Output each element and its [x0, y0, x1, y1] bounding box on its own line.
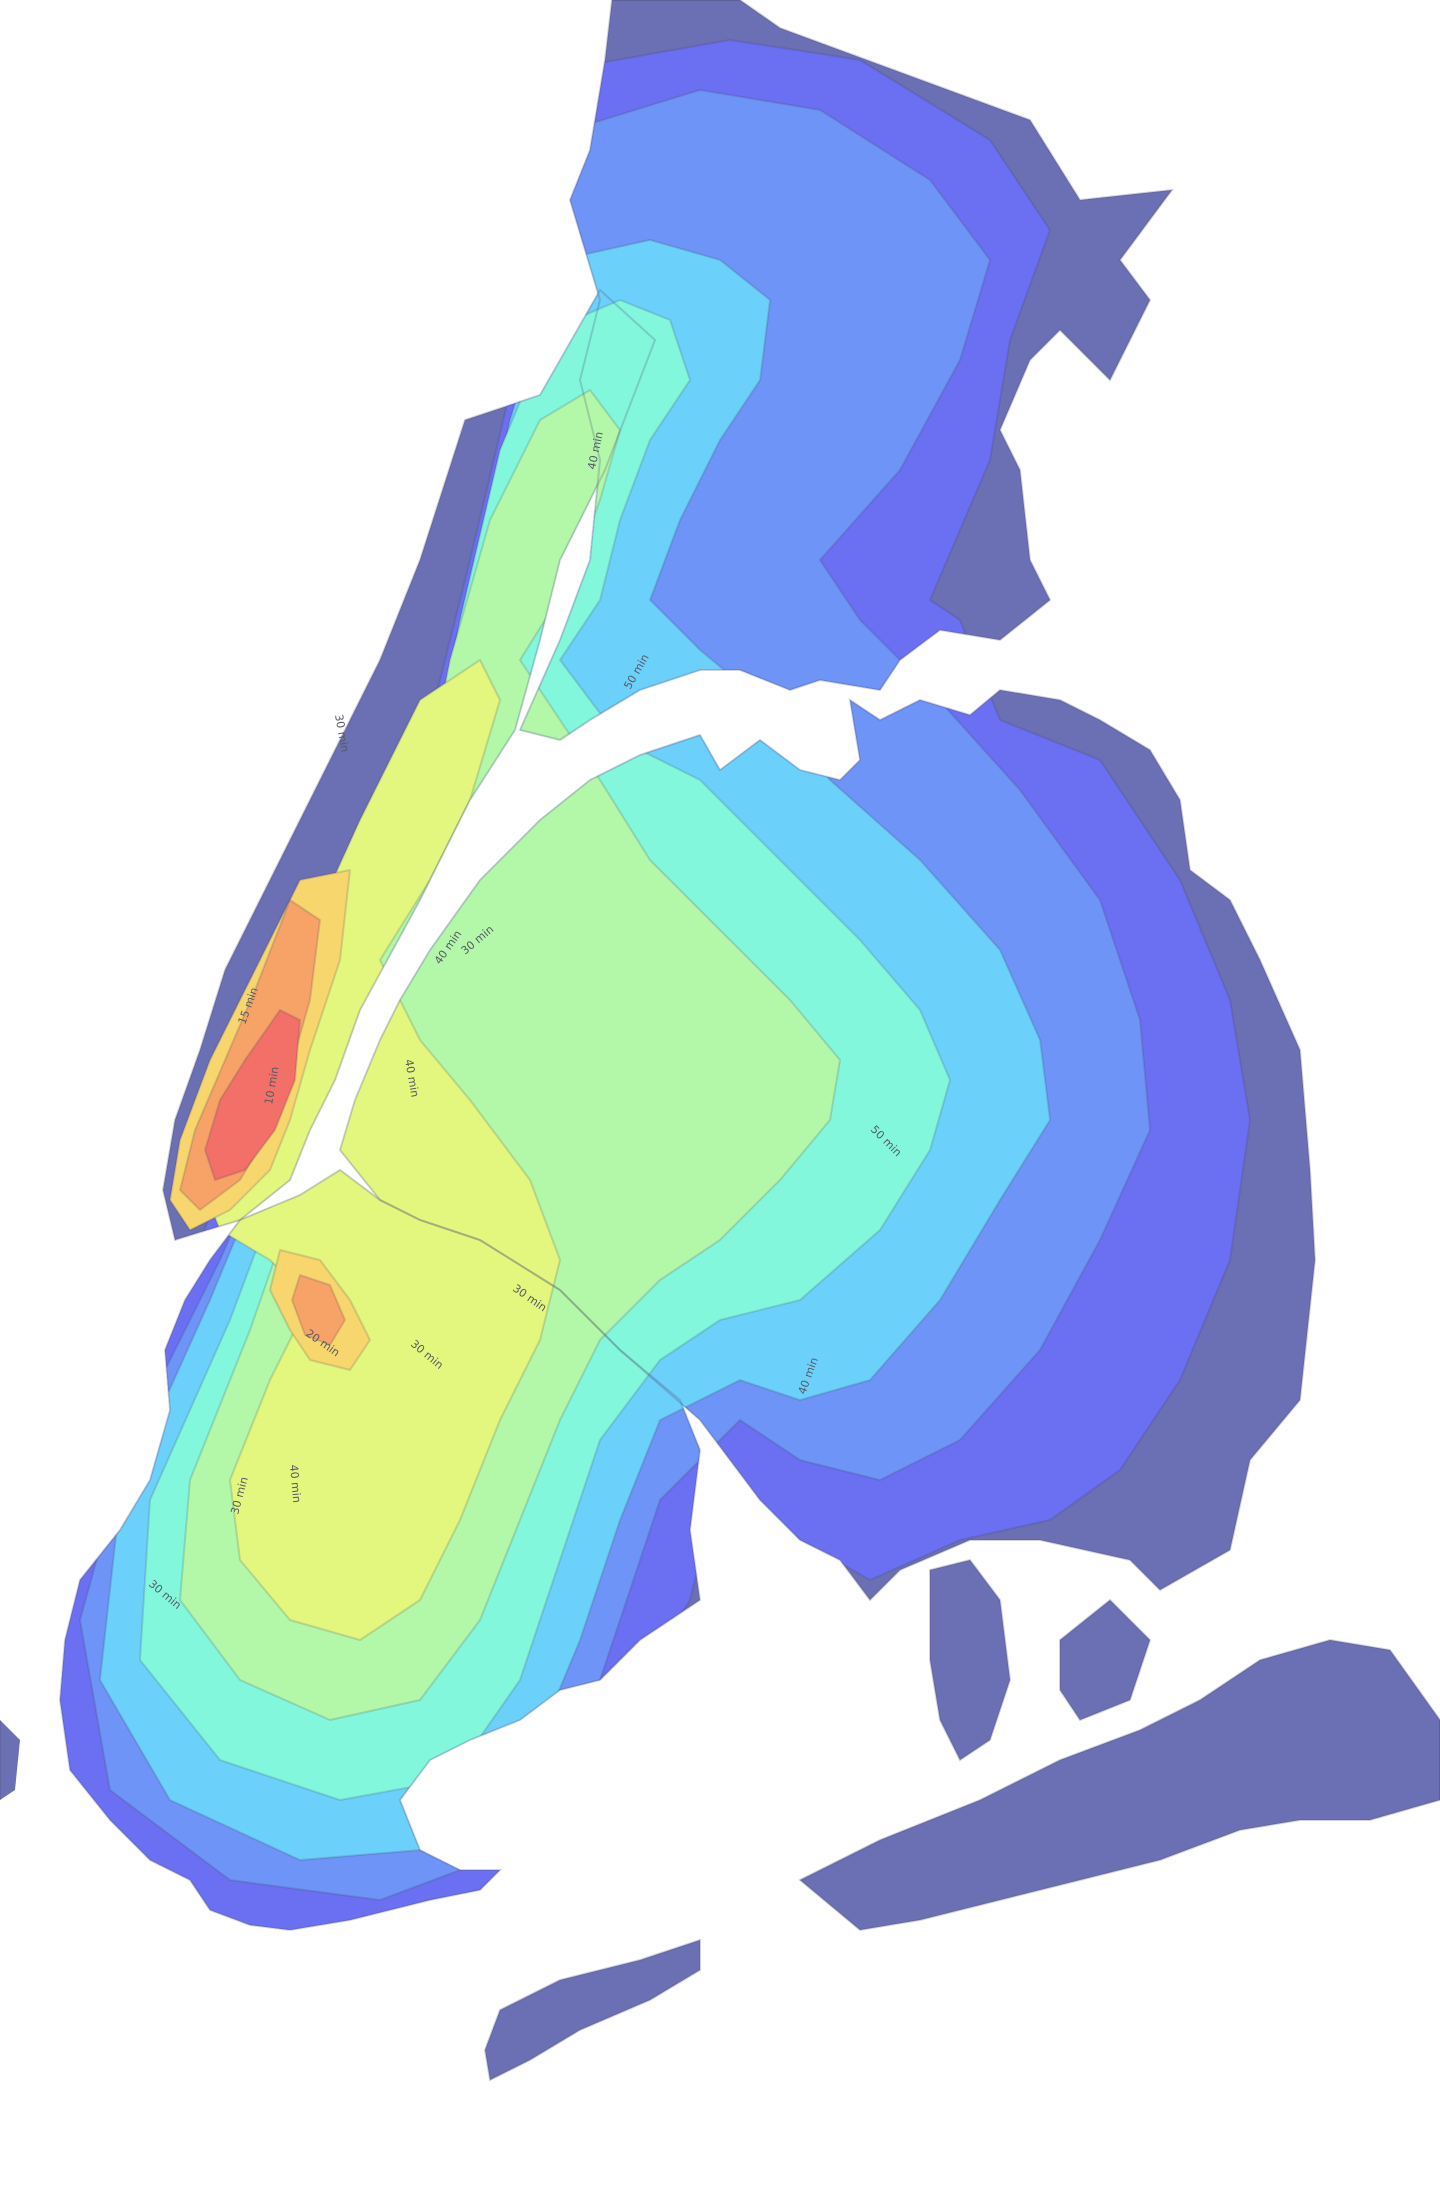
contour-label-upper-30: 30 min: [332, 713, 351, 753]
band-15-brooklyn: [291, 1274, 346, 1346]
band-10: [204, 1009, 301, 1181]
contour-label-brooklyn-40a: 40 min: [287, 1464, 303, 1503]
